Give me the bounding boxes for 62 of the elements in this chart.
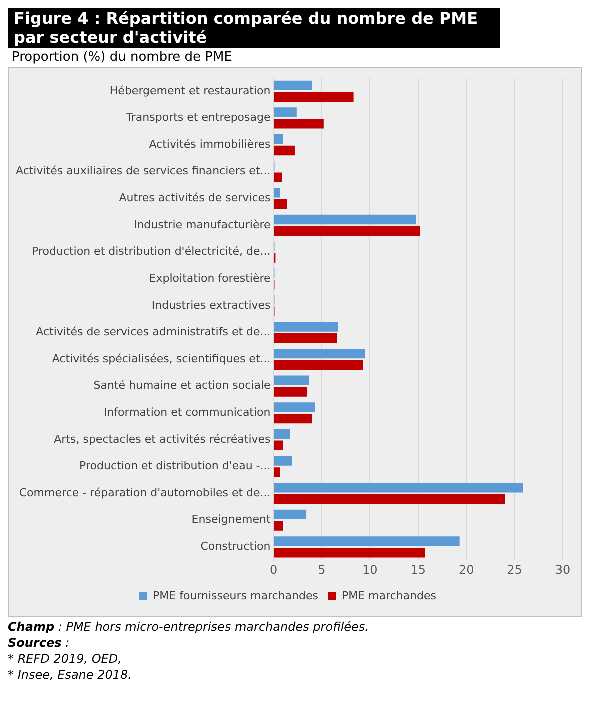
- bar: [274, 429, 290, 440]
- bar: [274, 402, 316, 412]
- y-tick-label: Transports et entreposage: [125, 111, 271, 124]
- x-tick-label: 20: [458, 562, 474, 577]
- y-tick-label: Commerce - réparation d'automobiles et de...: [19, 486, 271, 500]
- y-tick-label: Activités auxiliaires de services financiers et...: [16, 164, 271, 178]
- y-tick-label: Production et distribution d'eau -...: [80, 460, 271, 473]
- bar: [274, 119, 324, 129]
- x-tick-label: 0: [270, 562, 278, 577]
- y-tick-label: Arts, spectacles et activités récréatives: [54, 432, 272, 446]
- bar: [274, 387, 308, 397]
- bar: [274, 172, 282, 182]
- bar: [274, 322, 338, 332]
- y-tick-label: Production et distribution d'électricité, de...: [32, 245, 271, 258]
- y-tick-label: Hébergement et restauration: [110, 84, 271, 98]
- bar: [274, 146, 295, 156]
- y-tick-label: Santé humaine et action sociale: [94, 379, 271, 392]
- y-tick-label: Activités spécialisées, scientifiques et...: [52, 352, 271, 366]
- x-tick-label: 15: [410, 562, 426, 577]
- bar: [274, 548, 426, 558]
- bar: [274, 188, 281, 198]
- text: Champ : PME hors micro-entreprises marchandes profilées.: [8, 619, 370, 635]
- bar: [274, 536, 460, 546]
- bar: [274, 521, 284, 531]
- bar: [274, 348, 366, 359]
- bar: [274, 440, 284, 450]
- y-tick-label: Exploitation forestière: [149, 272, 271, 285]
- bar: [274, 360, 364, 370]
- legend-label: PME marchandes: [342, 589, 437, 602]
- bar: [274, 134, 284, 144]
- y-tick-label: Activités de services administratifs et de...: [36, 326, 271, 339]
- bar: [274, 334, 338, 344]
- text: * Insee, Esane 2018.: [8, 667, 133, 683]
- y-tick-label: Industries extractives: [152, 298, 272, 312]
- chart-title: Figure 4 : Répartition comparée du nombre de PME par secteur d'activité: [8, 8, 500, 48]
- y-tick-label: Information et communication: [104, 406, 271, 419]
- text: Proportion (%) du nombre de PME: [11, 49, 234, 67]
- y-tick-label: Construction: [200, 540, 271, 554]
- y-tick-label: Activités immobilières: [149, 138, 272, 151]
- x-tick-label: 25: [507, 562, 522, 577]
- bar: [274, 92, 354, 102]
- bar: [274, 226, 420, 236]
- x-tick-label: 30: [555, 562, 571, 577]
- bar: [274, 468, 281, 478]
- y-tick-label: Enseignement: [192, 513, 272, 526]
- source-note: Sources :: [8, 635, 71, 651]
- bar: [274, 456, 292, 466]
- bar: [274, 214, 416, 225]
- legend-label: PME fournisseurs marchandes: [153, 589, 319, 602]
- x-tick-label: 10: [362, 562, 378, 577]
- bar: [274, 483, 524, 493]
- y-tick-label: Industrie manufacturière: [134, 218, 271, 232]
- bar: [274, 108, 297, 118]
- y-tick-label: Autres activités de services: [119, 192, 272, 205]
- bar: [274, 80, 312, 91]
- text: * REFD 2019, OED,: [8, 651, 123, 667]
- bar: [274, 200, 288, 210]
- bar: [274, 494, 506, 504]
- bar: [274, 510, 307, 520]
- bar: [274, 414, 312, 424]
- x-tick-label: 5: [318, 562, 326, 577]
- bar: [274, 376, 310, 386]
